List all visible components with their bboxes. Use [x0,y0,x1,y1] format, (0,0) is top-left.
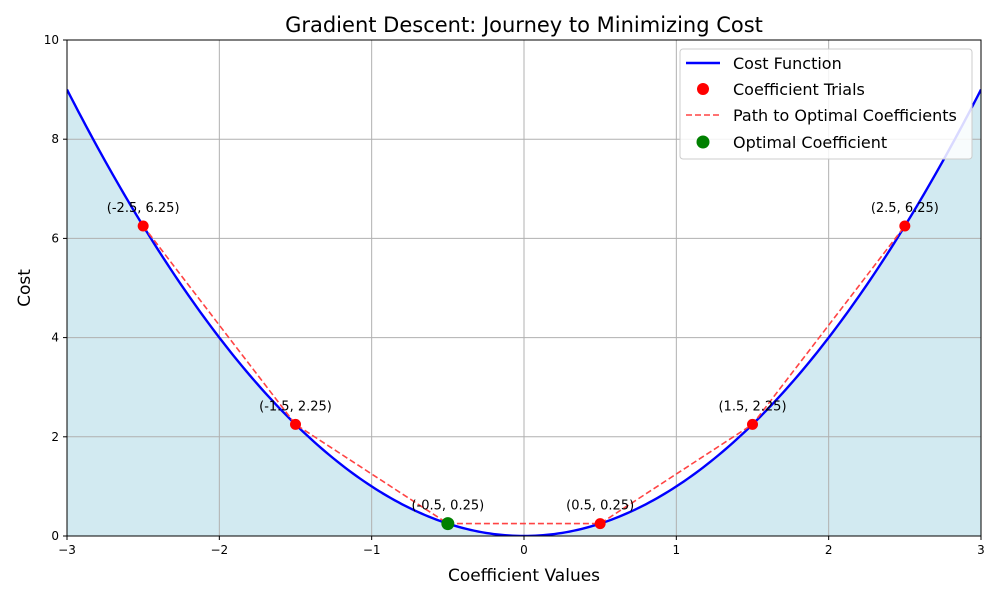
y-tick-label: 4 [51,331,59,345]
legend-optimal-swatch [696,135,710,149]
trial-point [594,518,606,530]
point-label: (0.5, 0.25) [566,499,634,514]
x-axis-ticks: −3 −2 −1 0 1 2 3 [58,536,985,557]
x-tick-label: −1 [363,543,381,557]
legend-trials-swatch [697,83,709,95]
x-tick-label: 2 [825,543,833,557]
legend-path-label: Path to Optimal Coefficients [733,106,957,125]
chart-title: Gradient Descent: Journey to Minimizing … [285,13,763,37]
trial-point [137,220,149,232]
y-axis-label: Cost [15,269,35,307]
trial-point [899,220,911,232]
path-to-optimal-line [142,225,906,525]
y-tick-label: 6 [51,231,59,245]
legend-box [679,48,973,160]
x-tick-label: −2 [210,543,228,557]
x-tick-label: −3 [58,543,76,557]
point-label: (2.5, 6.25) [871,201,939,216]
y-tick-label: 8 [51,132,59,146]
y-tick-label: 10 [44,33,59,47]
point-labels: (-2.5, 6.25) (-1.5, 2.25) (-0.5, 0.25) (0.5… [107,201,939,514]
point-label: (-2.5, 6.25) [107,201,180,216]
cost-function-curve [67,89,981,536]
y-tick-label: 0 [51,529,59,543]
x-tick-label: 3 [977,543,985,557]
point-label: (-1.5, 2.25) [259,399,332,414]
optimal-coefficient-point [441,517,455,531]
point-label: (-0.5, 0.25) [411,499,484,514]
legend: Cost Function Coefficient Trials Path to… [679,48,973,160]
x-tick-label: 1 [673,543,681,557]
trial-point [747,418,758,430]
y-axis-ticks: 0 2 4 6 8 10 [44,33,67,543]
trial-point [290,418,301,430]
point-label: (1.5, 2.25) [718,399,786,414]
legend-trials-label: Coefficient Trials [733,80,865,99]
legend-optimal-label: Optimal Coefficient [733,133,887,152]
legend-cost-label: Cost Function [733,54,842,73]
y-tick-label: 2 [51,430,59,444]
x-tick-label: 0 [520,543,528,557]
x-axis-label: Coefficient Values [448,566,600,586]
